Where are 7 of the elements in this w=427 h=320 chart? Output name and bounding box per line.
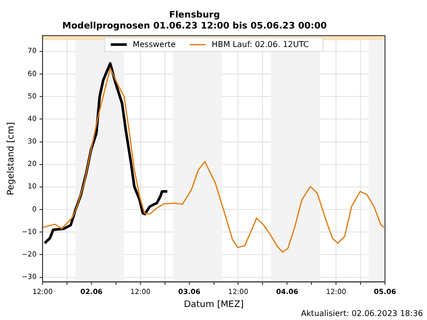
x-axis-title: Datum [MEZ] [184,300,244,310]
text: Aktualisiert: 02.06.2023 18:36 [300,309,423,318]
chart-subtitle: Modellprognosen 01.06.23 12:00 bis 05.06.23 00:00 [62,22,327,32]
legend-label: Messwerte [132,40,176,50]
legend-label: HBM Lauf: 02.06. 12UTC [212,40,310,50]
chart-title: Flensburg [169,10,220,21]
y-axis-title: Pegelstand [cm] [6,122,17,196]
